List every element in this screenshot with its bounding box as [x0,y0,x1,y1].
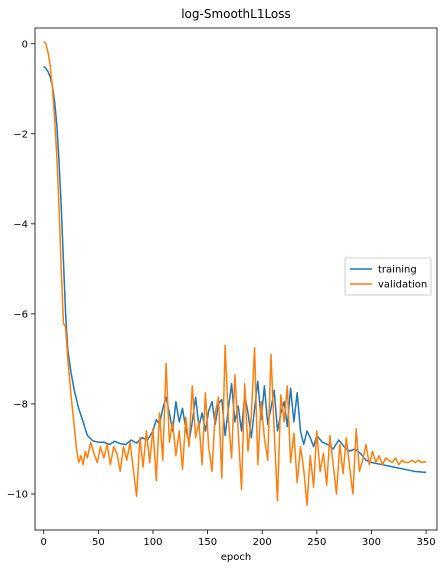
x-tick-label: 250 [307,537,326,548]
y-tick-label: −6 [13,309,28,320]
x-tick-label: 0 [41,537,47,548]
y-tick-label: −10 [7,489,28,500]
legend-label-validation: validation [378,280,427,291]
y-axis: 0 −2 −4 −6 −8 −10 [7,39,35,500]
chart-title: log-SmoothL1Loss [181,7,291,21]
x-tick-label: 350 [417,537,436,548]
x-tick-label: 150 [198,537,217,548]
legend: training validation [344,257,432,296]
plot-lines [43,40,427,506]
series-line-validation [43,40,427,506]
x-tick-label: 100 [143,537,162,548]
x-tick-label: 50 [92,537,105,548]
series-line-training [43,65,427,474]
y-tick-label: 0 [22,39,28,50]
plot-frame [34,27,438,531]
legend-box [344,257,432,296]
x-axis: 0 50 100 150 200 250 300 350 [41,530,436,548]
y-tick-label: −2 [13,129,28,140]
x-axis-label: epoch [221,552,251,563]
x-tick-label: 300 [362,537,381,548]
x-tick-label: 200 [253,537,272,548]
y-tick-label: −8 [13,399,28,410]
legend-label-training: training [378,265,417,276]
y-tick-label: −4 [13,219,28,230]
